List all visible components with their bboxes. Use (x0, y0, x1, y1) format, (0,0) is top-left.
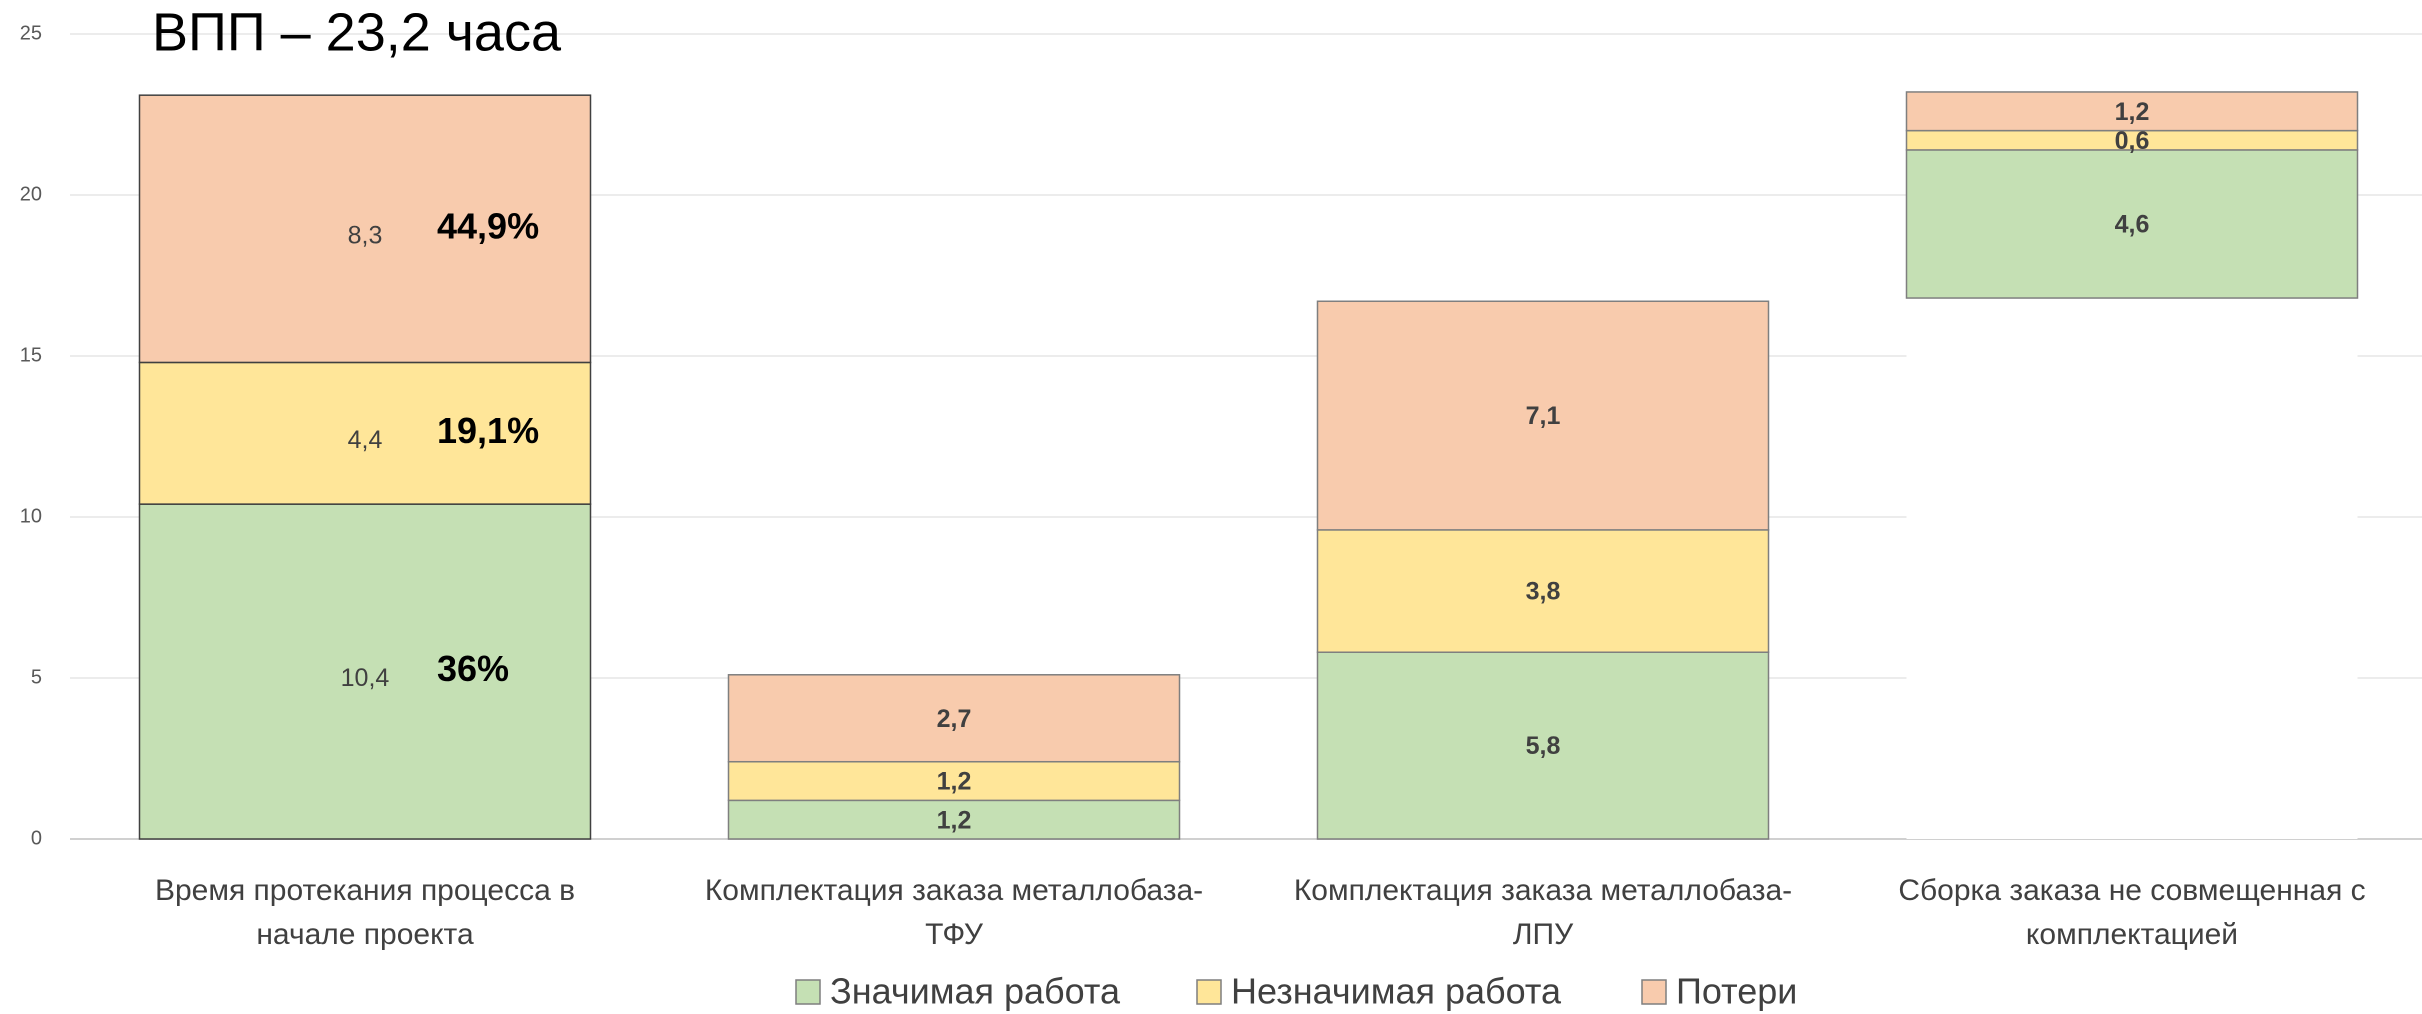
value-label: 4,6 (2115, 211, 2150, 239)
value-label: 1,2 (937, 768, 972, 796)
legend-swatch (1196, 979, 1222, 1005)
y-tick-label: 20 (20, 183, 42, 205)
bar-segment (727, 674, 1181, 763)
value-label: 8,3 (348, 221, 383, 249)
x-tick-label: ТФУ (925, 918, 984, 951)
x-tick-label: начале проекта (256, 918, 474, 951)
bars (138, 91, 2359, 840)
x-tick-label: Комплектация заказа металлобаза- (705, 874, 1203, 907)
x-tick-label: Время протекания процесса в (155, 874, 575, 907)
y-tick-label: 15 (20, 344, 42, 366)
x-tick-label: комплектацией (2026, 918, 2238, 951)
labels: Время протекания процесса в начале проект… (155, 98, 2366, 1012)
bar-segment (727, 760, 1181, 802)
bar-segment (727, 799, 1181, 840)
percent-label: 44,9% (437, 205, 539, 246)
y-tick-label: 0 (31, 827, 42, 849)
bar-segment (1905, 149, 2359, 299)
x-tick-label: Комплектация заказа металлобаза- (1294, 874, 1792, 907)
x-tick-label: Сборка заказа не совмещенная с (1898, 874, 2365, 907)
bar-segment (1316, 300, 1770, 531)
chart-title: ВПП – 23,2 часа (152, 2, 562, 62)
value-label: 3,8 (1526, 578, 1561, 606)
x-tick-label: ЛПУ (1513, 918, 1574, 951)
bar-base (1906, 298, 2358, 839)
legend-swatch (1641, 979, 1667, 1005)
bar-segment (1316, 651, 1770, 840)
bar-segment (138, 94, 592, 364)
legend-label: Потери (1676, 971, 1797, 1012)
bar-segment (138, 503, 592, 840)
y-tick-label: 5 (31, 666, 42, 688)
legend-label: Значимая работа (830, 971, 1121, 1012)
value-label: 7,1 (1526, 402, 1561, 430)
value-label: 10,4 (341, 664, 390, 692)
bar-segment (1905, 91, 2359, 132)
value-label: 1,2 (937, 806, 972, 834)
value-label: 5,8 (1526, 732, 1561, 760)
percent-label: 19,1% (437, 410, 539, 451)
value-label: 1,2 (2115, 98, 2150, 126)
value-label: 2,7 (937, 705, 972, 733)
value-label: 4,4 (348, 426, 383, 454)
percent-label: 36% (437, 648, 509, 689)
legend-swatch (795, 979, 821, 1005)
legend-label: Незначимая работа (1231, 971, 1562, 1012)
y-tick-label: 25 (20, 22, 42, 44)
y-tick-label: 10 (20, 505, 42, 527)
value-label: 0,6 (2115, 127, 2150, 155)
